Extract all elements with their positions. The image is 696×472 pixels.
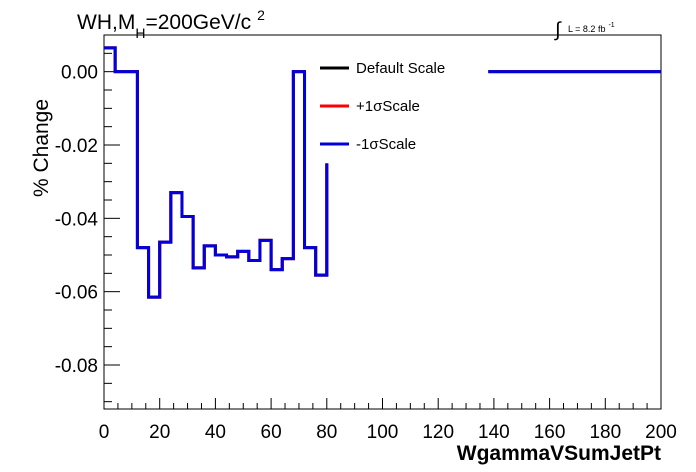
lumi-integral: ∫: [554, 19, 562, 41]
title-rest: =200GeV/c: [145, 11, 251, 34]
x-tick-label: 100: [367, 422, 399, 443]
title-prefix: WH,M: [77, 11, 135, 34]
x-tick-label: 60: [261, 422, 282, 443]
x-tick-label: 20: [149, 422, 170, 443]
series-layer: [104, 46, 661, 299]
x-tick-label: 140: [478, 422, 510, 443]
y-axis-label: % Change: [30, 99, 53, 197]
lumi-superscript: -1: [608, 22, 614, 29]
title-subscript: H: [135, 25, 145, 41]
axes: 0 20 40 60 80 100 120 140 160 180 200 0.00 -0.02 -0.0…: [55, 34, 677, 443]
series-line: [104, 46, 329, 299]
y-tick-label: -0.04: [55, 209, 99, 230]
y-tick-label: -0.06: [55, 283, 98, 304]
y-tick-label: -0.08: [55, 356, 98, 377]
legend-entry: Default Scale: [356, 60, 445, 77]
x-tick-label: 80: [316, 422, 337, 443]
y-tick-label: -0.02: [55, 136, 98, 157]
legend-entry: -1σScale: [356, 136, 416, 153]
legend-entry: +1σScale: [356, 98, 420, 115]
lumi-label: L = 8.2 fb -1: [568, 22, 615, 34]
x-axis-label: WgammaVSumJetPt: [457, 442, 661, 465]
x-tick-label: 120: [422, 422, 454, 443]
x-tick-label: 180: [589, 422, 621, 443]
title-superscript: 2: [257, 7, 265, 23]
x-tick-label: 40: [205, 422, 226, 443]
x-tick-label: 0: [99, 422, 110, 443]
y-tick-label: 0.00: [61, 63, 98, 84]
chart-title: WH,MH=200GeV/c 2: [77, 7, 265, 41]
lumi-text: L = 8.2 fb: [568, 24, 605, 34]
x-tick-label: 200: [645, 422, 677, 443]
legend: Default Scale +1σScale -1σScale: [320, 60, 445, 153]
plot-frame: [103, 34, 662, 410]
x-tick-label: 160: [534, 422, 566, 443]
